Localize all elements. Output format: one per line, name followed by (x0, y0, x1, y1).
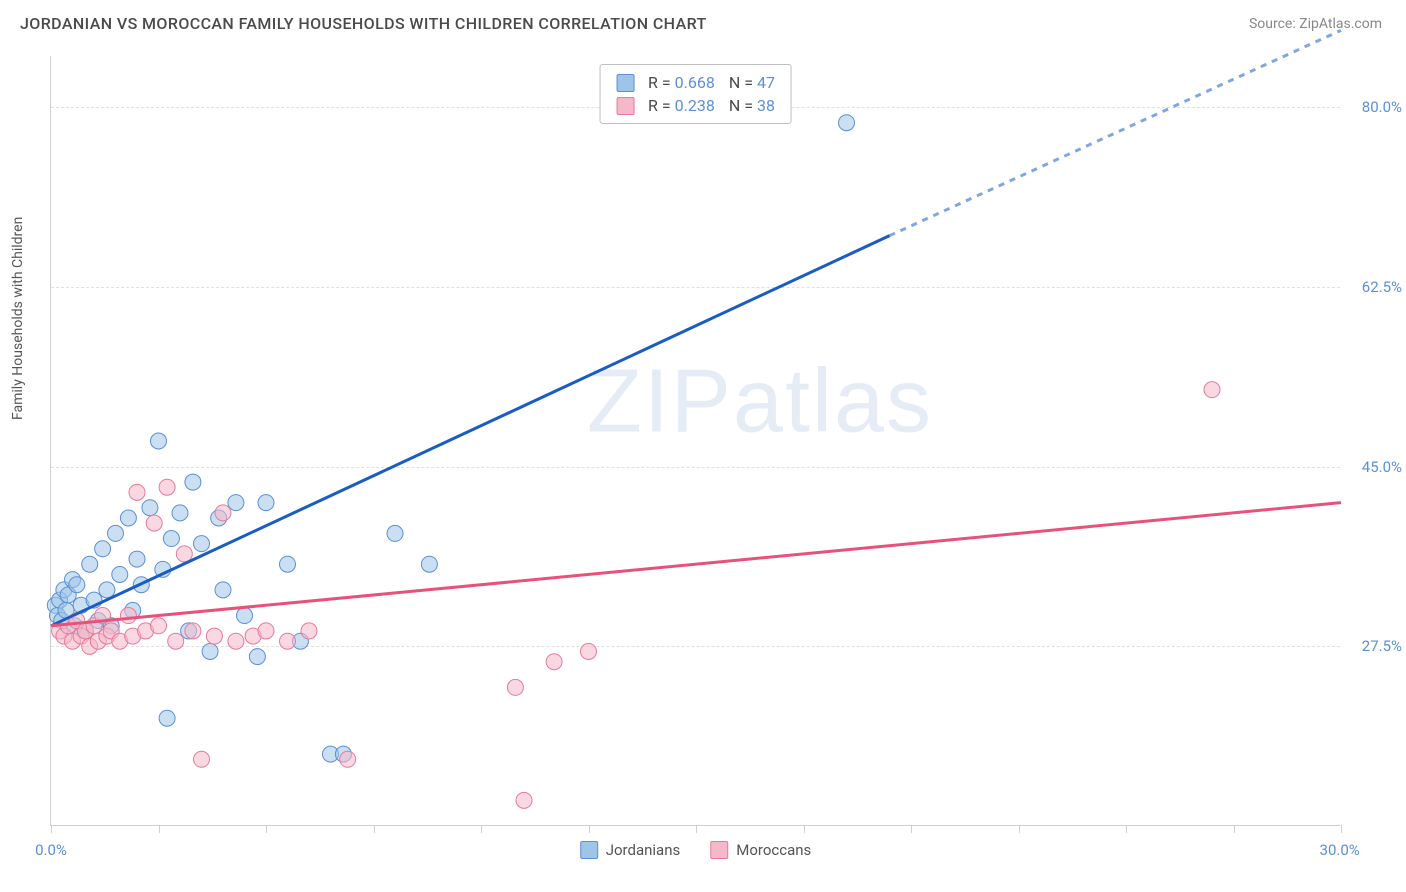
data-point (151, 433, 167, 449)
data-point (202, 643, 218, 659)
legend-swatch-1 (710, 841, 728, 859)
trend-line-extrapolated (890, 30, 1342, 235)
data-point (69, 577, 85, 593)
x-tick (51, 825, 52, 833)
data-point (129, 484, 145, 500)
x-tick (1126, 825, 1127, 833)
y-tick-label: 80.0% (1362, 98, 1402, 116)
header-bar: JORDANIAN VS MOROCCAN FAMILY HOUSEHOLDS … (0, 0, 1406, 41)
x-tick-label: 30.0% (1320, 841, 1360, 859)
data-point (120, 510, 136, 526)
data-point (280, 633, 296, 649)
data-point (82, 556, 98, 572)
data-point (258, 495, 274, 511)
data-point (151, 618, 167, 634)
x-tick (911, 825, 912, 833)
y-tick-label: 45.0% (1362, 458, 1402, 476)
data-point (258, 623, 274, 639)
trend-line (51, 503, 1341, 626)
y-tick-label: 62.5% (1362, 278, 1402, 296)
data-point (301, 623, 317, 639)
x-tick (804, 825, 805, 833)
data-point (387, 525, 403, 541)
data-point (194, 536, 210, 552)
data-point (340, 751, 356, 767)
data-point (507, 679, 523, 695)
source-label: Source: ZipAtlas.com (1249, 16, 1382, 32)
data-point (839, 115, 855, 131)
data-point (421, 556, 437, 572)
data-point (95, 541, 111, 557)
data-point (206, 628, 222, 644)
data-point (280, 556, 296, 572)
data-point (185, 474, 201, 490)
x-tick (266, 825, 267, 833)
data-point (120, 608, 136, 624)
data-point (228, 495, 244, 511)
data-point (516, 792, 532, 808)
x-tick (1341, 825, 1342, 833)
x-tick (1019, 825, 1020, 833)
x-tick (481, 825, 482, 833)
data-point (172, 505, 188, 521)
data-point (1204, 382, 1220, 398)
x-tick (696, 825, 697, 833)
data-point (108, 525, 124, 541)
trend-line (51, 236, 890, 626)
data-point (546, 654, 562, 670)
legend-item-1: Moroccans (710, 841, 811, 859)
y-axis-label: Family Households with Children (10, 217, 26, 420)
data-point (142, 500, 158, 516)
data-point (249, 649, 265, 665)
data-point (185, 623, 201, 639)
plot-svg (51, 56, 1340, 825)
data-point (159, 710, 175, 726)
x-tick (159, 825, 160, 833)
y-tick-label: 27.5% (1362, 637, 1402, 655)
legend-label-1: Moroccans (736, 841, 811, 859)
data-point (215, 505, 231, 521)
legend-item-0: Jordanians (580, 841, 681, 859)
data-point (581, 643, 597, 659)
data-point (163, 531, 179, 547)
x-tick (589, 825, 590, 833)
bottom-legend: Jordanians Moroccans (580, 841, 812, 859)
x-tick-label: 0.0% (35, 841, 67, 859)
data-point (194, 751, 210, 767)
x-tick (1234, 825, 1235, 833)
x-tick (374, 825, 375, 833)
data-point (99, 582, 115, 598)
data-point (146, 515, 162, 531)
data-point (168, 633, 184, 649)
data-point (237, 608, 253, 624)
data-point (228, 633, 244, 649)
data-point (159, 479, 175, 495)
legend-label-0: Jordanians (606, 841, 681, 859)
chart-title: JORDANIAN VS MOROCCAN FAMILY HOUSEHOLDS … (20, 14, 707, 33)
data-point (129, 551, 145, 567)
legend-swatch-0 (580, 841, 598, 859)
data-point (112, 566, 128, 582)
data-point (215, 582, 231, 598)
chart-area: ZIPatlas R = 0.668 N = 47 R = 0.238 N = … (50, 56, 1340, 826)
